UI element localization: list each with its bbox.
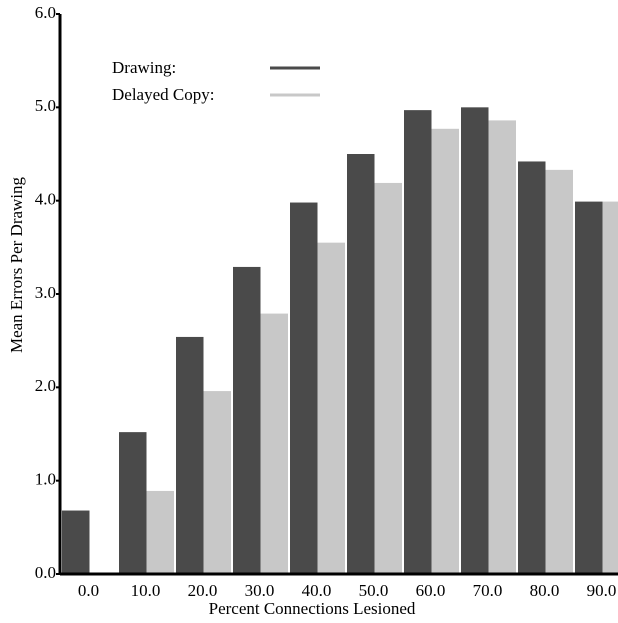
bar — [431, 128, 459, 575]
bar — [176, 336, 204, 574]
bar — [488, 120, 516, 575]
bar — [233, 266, 261, 574]
bar — [374, 182, 402, 574]
x-axis-label: Percent Connections Lesioned — [209, 599, 416, 618]
y-tick-label: 0.0 — [35, 563, 56, 582]
x-tick-label: 30.0 — [245, 581, 275, 600]
x-tick-label: 80.0 — [530, 581, 560, 600]
bar — [575, 201, 603, 574]
bar — [347, 154, 375, 574]
y-tick-label: 6.0 — [35, 3, 56, 22]
bar — [518, 161, 546, 574]
x-tick-label: 50.0 — [359, 581, 389, 600]
x-tick-label: 40.0 — [302, 581, 332, 600]
x-tick-label: 70.0 — [473, 581, 503, 600]
bar — [119, 432, 147, 574]
y-tick-label: 4.0 — [35, 190, 56, 209]
y-tick-label: 1.0 — [35, 470, 56, 489]
bar — [290, 202, 318, 575]
x-tick-label: 10.0 — [131, 581, 161, 600]
legend-label: Drawing: — [112, 58, 176, 77]
x-tick-label: 90.0 — [587, 581, 617, 600]
bar — [602, 201, 618, 574]
bar — [461, 107, 489, 574]
bar — [62, 510, 90, 574]
legend-label: Delayed Copy: — [112, 85, 214, 104]
x-tick-label: 60.0 — [416, 581, 446, 600]
x-tick-label: 20.0 — [188, 581, 218, 600]
y-tick-label: 2.0 — [35, 376, 56, 395]
y-tick-label: 5.0 — [35, 96, 56, 115]
y-axis-label: Mean Errors Per Drawing — [7, 176, 26, 353]
bar — [203, 391, 231, 574]
x-tick-label: 0.0 — [78, 581, 99, 600]
bar — [146, 490, 174, 574]
bar — [545, 169, 573, 574]
bar — [260, 313, 288, 574]
bar — [317, 242, 345, 574]
bar — [404, 110, 432, 574]
y-tick-label: 3.0 — [35, 283, 56, 302]
